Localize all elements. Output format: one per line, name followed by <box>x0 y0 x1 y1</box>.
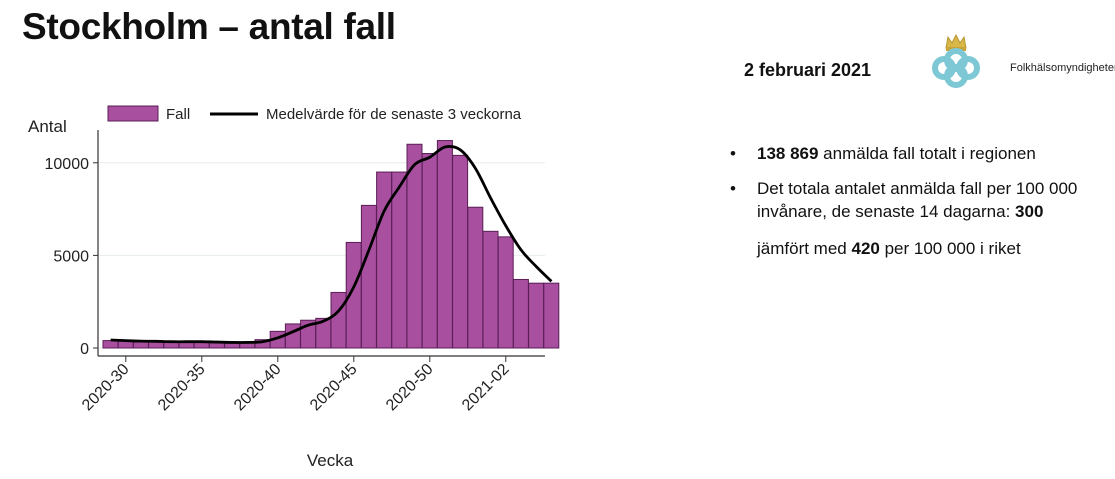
legend-label-fall: Fall <box>166 106 190 123</box>
comparison-suffix: per 100 000 i riket <box>879 239 1021 258</box>
folkhalsomyndigheten-logo: Folkhälsomyndigheten <box>924 28 1115 92</box>
bar-week-2021-01 <box>482 230 499 349</box>
bar-week-2020-49 <box>406 143 423 349</box>
bar-week-2020-41 <box>284 323 301 349</box>
report-date: 2 februari 2021 <box>744 60 872 80</box>
slide-title: Stockholm – antal fall <box>22 6 396 47</box>
y-tick-label: 10000 <box>45 156 90 173</box>
bar-week-2020-50 <box>421 153 438 349</box>
bar-week-2020-31 <box>132 341 149 349</box>
fact-cases-per-100k: • Det totala antalet anmälda fall per 10… <box>730 177 1100 223</box>
total-cases-text: anmälda fall totalt i regionen <box>818 144 1036 163</box>
bar-week-2021-03 <box>512 278 529 349</box>
bars <box>102 140 560 349</box>
key-facts: • 138 869 anmälda fall totalt i regionen… <box>730 142 1100 260</box>
x-tick-label: 2020-50 <box>383 361 437 415</box>
x-tick-label: 2020-35 <box>155 361 209 415</box>
x-tick-label: 2020-40 <box>231 361 285 415</box>
y-axis-label: Antal <box>28 117 67 136</box>
bar-week-2020-48 <box>391 171 408 349</box>
logo-emblem-icon <box>932 33 980 88</box>
x-tick-label: 2021-02 <box>459 361 513 415</box>
bar-week-2020-47 <box>376 171 393 349</box>
bar-week-2020-51 <box>436 140 453 349</box>
x-tick-label: 2020-45 <box>307 361 361 415</box>
bullet: • <box>730 179 736 198</box>
x-tick-label: 2020-30 <box>79 361 133 415</box>
comparison-prefix: jämfört med <box>757 239 852 258</box>
bar-week-2020-44 <box>330 291 347 349</box>
legend-label-average: Medelvärde för de senaste 3 veckorna <box>266 106 522 123</box>
bar-week-2020-46 <box>360 204 377 349</box>
y-tick-label: 5000 <box>53 248 89 265</box>
y-tick-label: 0 <box>80 341 89 358</box>
total-cases-value: 138 869 <box>757 144 819 163</box>
cases-chart: 0 5000 10000 2020-30 2020-35 2020-40 2020-45 20… <box>28 105 560 470</box>
comparison-value: 420 <box>851 239 880 258</box>
cases-per-100k-text: Det totala antalet anmälda fall per 100 … <box>757 179 1078 221</box>
fact-national-comparison: jämfört med 420 per 100 000 i riket <box>730 237 1100 260</box>
legend: Fall Medelvärde för de senaste 3 veckorn… <box>107 105 522 123</box>
bar-week-2021-05 <box>543 282 560 349</box>
logo-text: Folkhälsomyndigheten <box>1010 62 1115 74</box>
cases-per-100k-value: 300 <box>1015 202 1044 221</box>
fact-total-cases: • 138 869 anmälda fall totalt i regionen <box>730 142 1100 165</box>
bar-week-2020-29 <box>102 340 119 349</box>
bullet: • <box>730 144 736 163</box>
bar-week-2021-04 <box>528 282 545 349</box>
bar-week-2021-02 <box>497 236 514 349</box>
bar-week-2020-52 <box>452 154 469 349</box>
bar-week-2020-53 <box>467 206 484 349</box>
moving-average-line <box>110 145 553 344</box>
x-axis-label: Vecka <box>307 451 354 470</box>
series-line-average <box>110 145 553 344</box>
legend-bar-swatch <box>107 105 159 122</box>
